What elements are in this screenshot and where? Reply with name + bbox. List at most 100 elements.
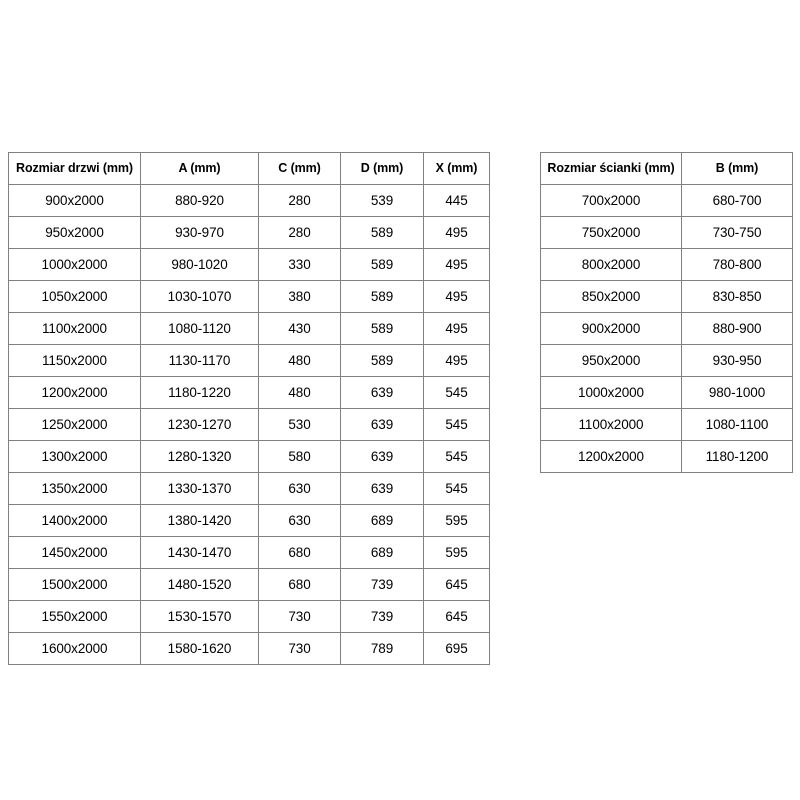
cell-door-size: 1150x2000: [8, 344, 141, 377]
table-row: 1300x2000 1280-1320 580 639 545: [8, 440, 490, 473]
cell-wall-size: 1000x2000: [540, 376, 682, 409]
cell-wall-size: 1200x2000: [540, 440, 682, 473]
cell-a: 1530-1570: [140, 600, 259, 633]
cell-d: 589: [340, 312, 424, 345]
cell-b: 980-1000: [681, 376, 793, 409]
cell-d: 689: [340, 536, 424, 569]
wall-table-header: Rozmiar ścianki (mm) B (mm): [540, 152, 793, 185]
cell-a: 880-920: [140, 184, 259, 217]
wall-panel-dimensions-table: Rozmiar ścianki (mm) B (mm) 700x2000 680-…: [540, 152, 793, 473]
cell-c: 630: [258, 504, 341, 537]
cell-c: 330: [258, 248, 341, 281]
cell-a: 1480-1520: [140, 568, 259, 601]
cell-door-size: 1100x2000: [8, 312, 141, 345]
table-row: 1350x2000 1330-1370 630 639 545: [8, 472, 490, 505]
cell-d: 539: [340, 184, 424, 217]
table-row: 1150x2000 1130-1170 480 589 495: [8, 344, 490, 377]
cell-door-size: 1300x2000: [8, 440, 141, 473]
column-header-a: A (mm): [140, 152, 259, 185]
cell-c: 280: [258, 216, 341, 249]
cell-a: 1030-1070: [140, 280, 259, 313]
cell-a: 1380-1420: [140, 504, 259, 537]
door-table-body: 900x2000 880-920 280 539 445 950x2000 930-970…: [8, 184, 490, 665]
cell-a: 930-970: [140, 216, 259, 249]
cell-door-size: 1250x2000: [8, 408, 141, 441]
cell-d: 589: [340, 280, 424, 313]
table-row: 900x2000 880-900: [540, 312, 793, 345]
table-row: 1100x2000 1080-1120 430 589 495: [8, 312, 490, 345]
cell-wall-size: 900x2000: [540, 312, 682, 345]
cell-door-size: 1050x2000: [8, 280, 141, 313]
cell-door-size: 1200x2000: [8, 376, 141, 409]
cell-x: 595: [423, 536, 490, 569]
cell-wall-size: 850x2000: [540, 280, 682, 313]
table-row: 1550x2000 1530-1570 730 739 645: [8, 600, 490, 633]
cell-x: 695: [423, 632, 490, 665]
table-row: 850x2000 830-850: [540, 280, 793, 313]
cell-x: 545: [423, 440, 490, 473]
wall-table-body: 700x2000 680-700 750x2000 730-750 800x2000…: [540, 184, 793, 473]
cell-c: 480: [258, 376, 341, 409]
cell-d: 639: [340, 376, 424, 409]
cell-c: 680: [258, 568, 341, 601]
cell-d: 639: [340, 472, 424, 505]
table-row: 800x2000 780-800: [540, 248, 793, 281]
cell-a: 1330-1370: [140, 472, 259, 505]
cell-x: 645: [423, 568, 490, 601]
cell-door-size: 900x2000: [8, 184, 141, 217]
cell-d: 789: [340, 632, 424, 665]
cell-a: 1080-1120: [140, 312, 259, 345]
cell-c: 430: [258, 312, 341, 345]
cell-b: 930-950: [681, 344, 793, 377]
cell-b: 780-800: [681, 248, 793, 281]
cell-x: 495: [423, 312, 490, 345]
table-row: 1000x2000 980-1000: [540, 376, 793, 409]
cell-door-size: 1000x2000: [8, 248, 141, 281]
cell-door-size: 1450x2000: [8, 536, 141, 569]
table-row: 1500x2000 1480-1520 680 739 645: [8, 568, 490, 601]
cell-b: 1180-1200: [681, 440, 793, 473]
cell-c: 530: [258, 408, 341, 441]
cell-d: 589: [340, 248, 424, 281]
cell-door-size: 1350x2000: [8, 472, 141, 505]
table-row: 700x2000 680-700: [540, 184, 793, 217]
cell-b: 830-850: [681, 280, 793, 313]
cell-d: 739: [340, 568, 424, 601]
table-row: 750x2000 730-750: [540, 216, 793, 249]
cell-d: 639: [340, 440, 424, 473]
cell-door-size: 950x2000: [8, 216, 141, 249]
table-row: 1200x2000 1180-1200: [540, 440, 793, 473]
cell-d: 739: [340, 600, 424, 633]
cell-wall-size: 950x2000: [540, 344, 682, 377]
table-header-row: Rozmiar drzwi (mm) A (mm) C (mm) D (mm) …: [8, 152, 490, 185]
table-row: 1400x2000 1380-1420 630 689 595: [8, 504, 490, 537]
cell-wall-size: 800x2000: [540, 248, 682, 281]
cell-a: 1130-1170: [140, 344, 259, 377]
table-row: 950x2000 930-950: [540, 344, 793, 377]
cell-d: 689: [340, 504, 424, 537]
cell-x: 445: [423, 184, 490, 217]
cell-x: 495: [423, 216, 490, 249]
cell-c: 730: [258, 632, 341, 665]
cell-d: 589: [340, 216, 424, 249]
cell-wall-size: 1100x2000: [540, 408, 682, 441]
cell-c: 680: [258, 536, 341, 569]
table-row: 950x2000 930-970 280 589 495: [8, 216, 490, 249]
table-row: 1100x2000 1080-1100: [540, 408, 793, 441]
cell-c: 280: [258, 184, 341, 217]
cell-b: 1080-1100: [681, 408, 793, 441]
cell-x: 495: [423, 280, 490, 313]
cell-a: 1580-1620: [140, 632, 259, 665]
cell-door-size: 1600x2000: [8, 632, 141, 665]
column-header-b: B (mm): [681, 152, 793, 185]
cell-b: 880-900: [681, 312, 793, 345]
table-row: 1600x2000 1580-1620 730 789 695: [8, 632, 490, 665]
cell-c: 730: [258, 600, 341, 633]
door-dimensions-table: Rozmiar drzwi (mm) A (mm) C (mm) D (mm) …: [8, 152, 490, 665]
cell-a: 980-1020: [140, 248, 259, 281]
table-row: 1250x2000 1230-1270 530 639 545: [8, 408, 490, 441]
cell-x: 495: [423, 248, 490, 281]
cell-x: 645: [423, 600, 490, 633]
cell-x: 545: [423, 376, 490, 409]
